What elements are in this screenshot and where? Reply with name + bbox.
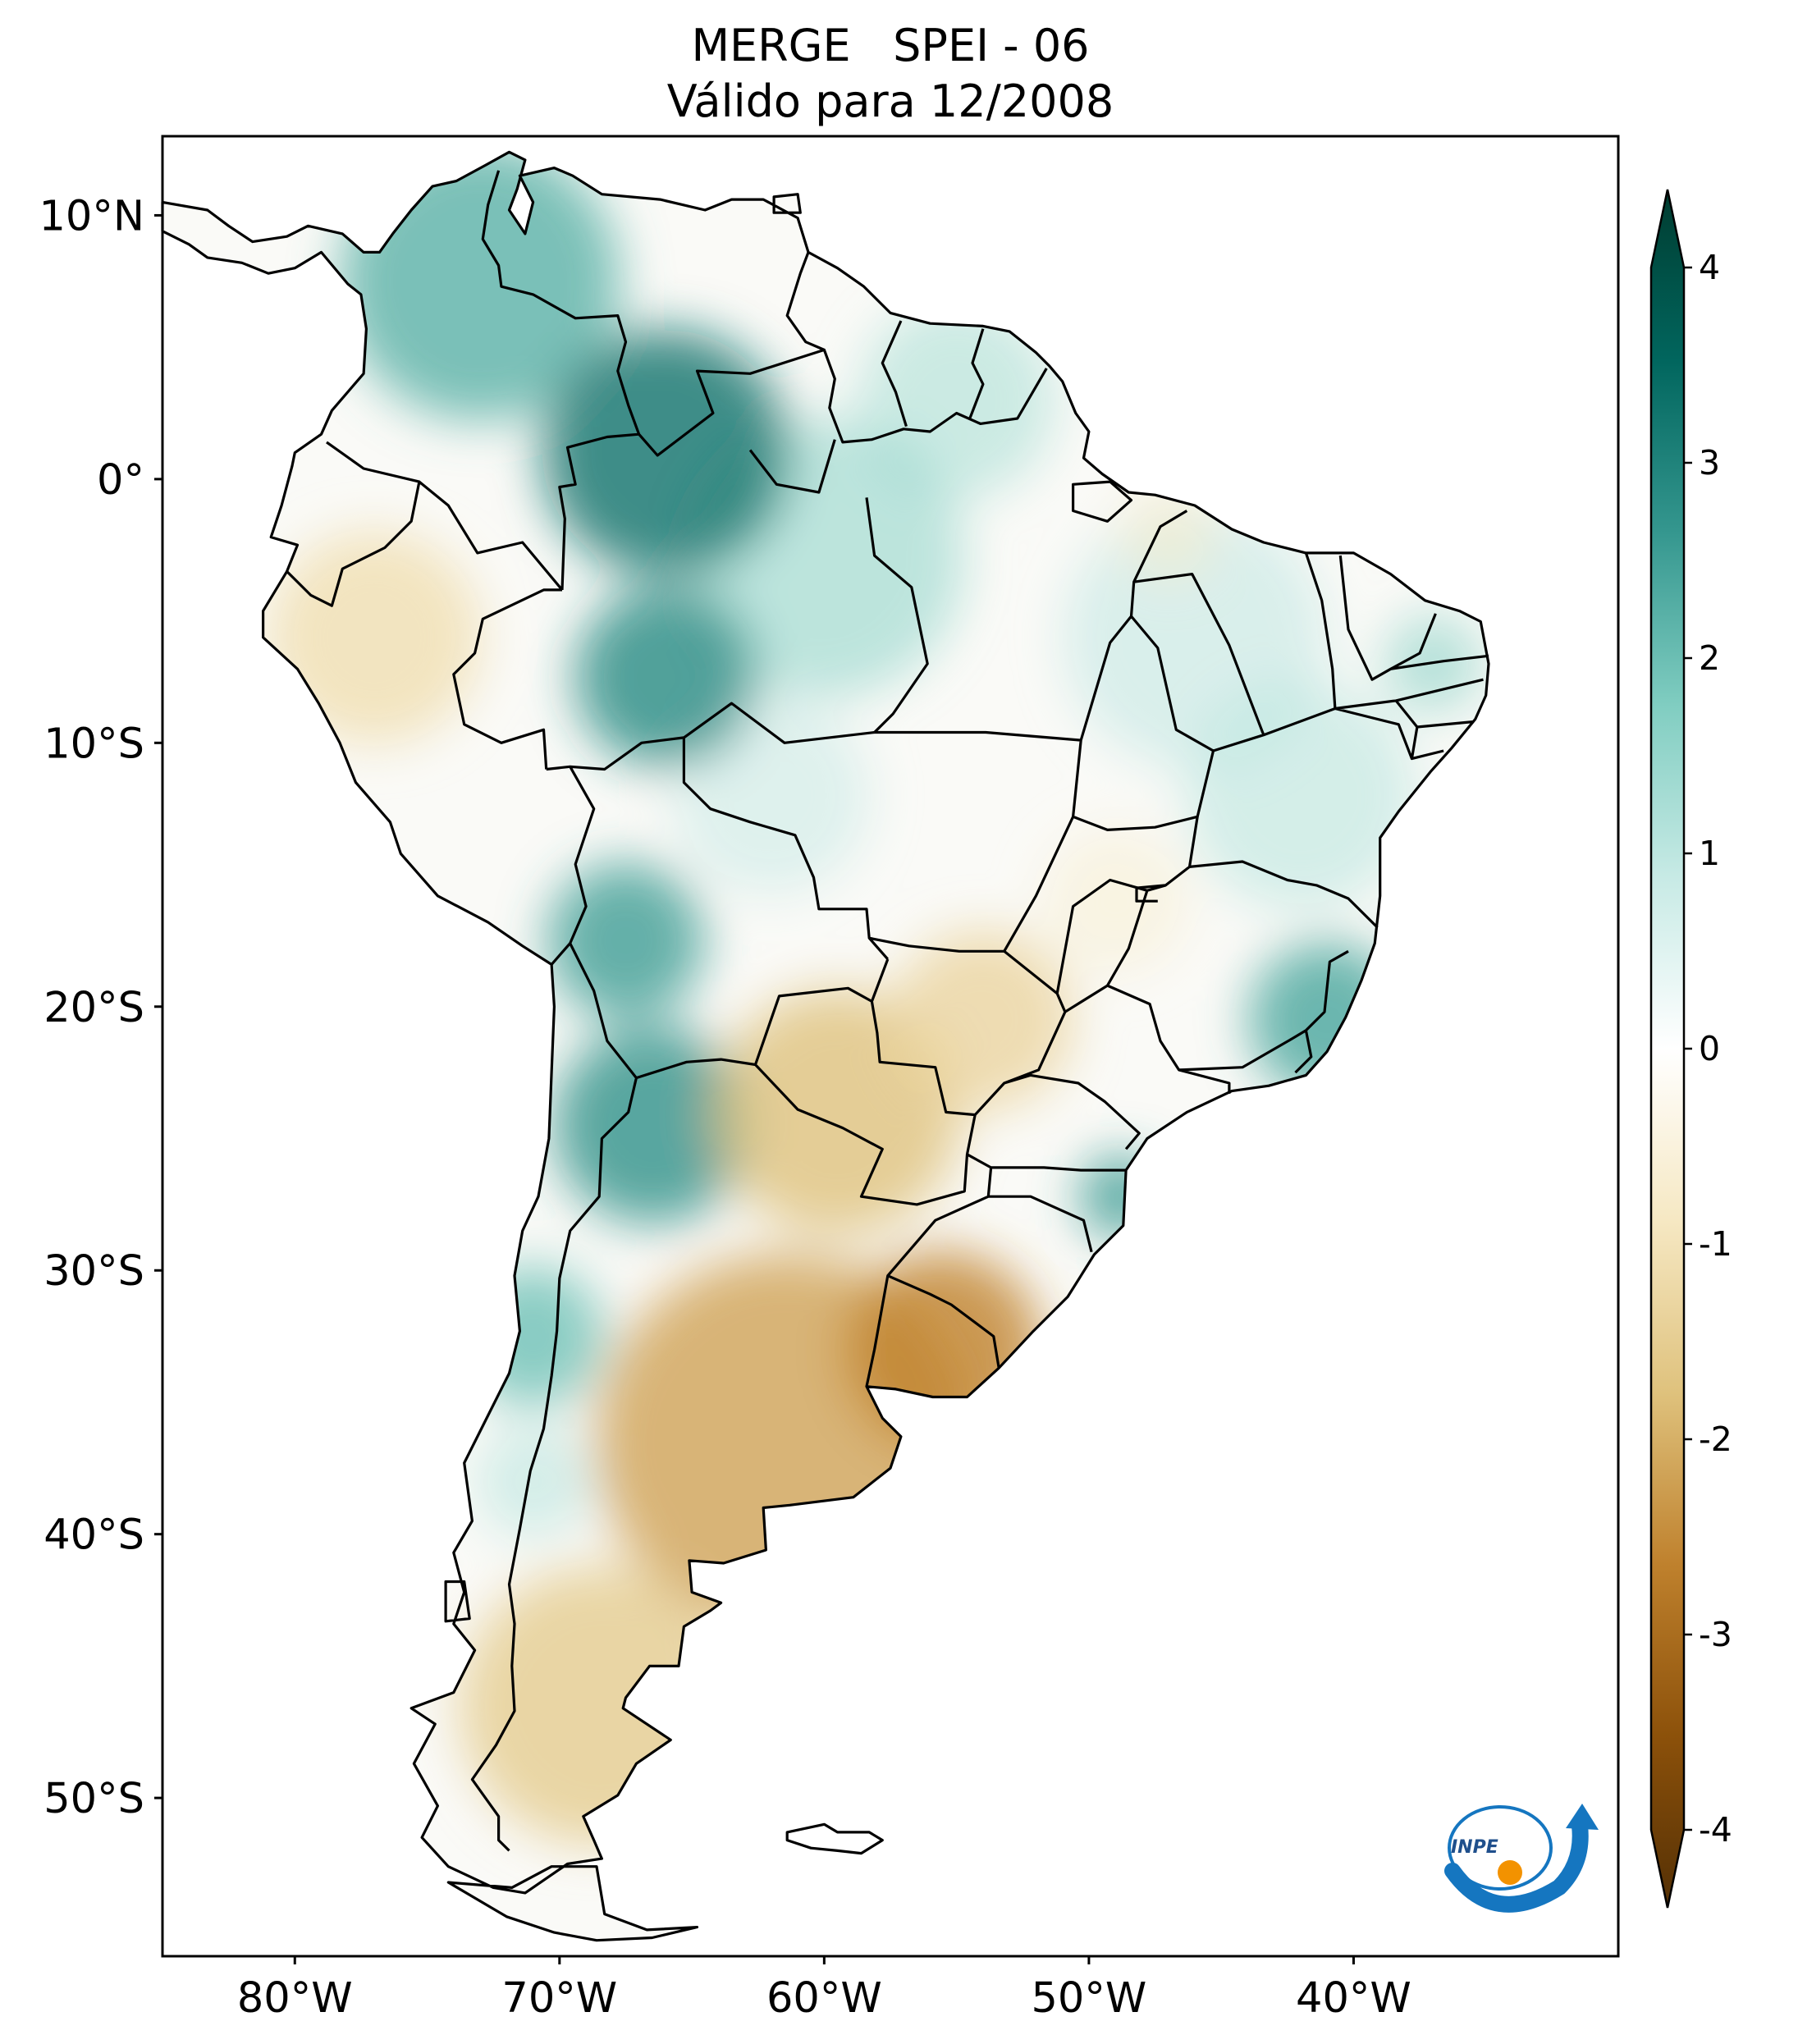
logo-orbit [1448, 1805, 1553, 1891]
colorbar-ticks: 4 3 2 1 0 -1 -2 -3 -4 [1684, 248, 1732, 1850]
spei-anomaly-layer [268, 152, 1483, 1845]
colorbar-tick-label: 3 [1699, 443, 1720, 482]
boundaries [161, 150, 1490, 1942]
lon-tick-label: 40°W [1296, 1974, 1411, 2023]
lon-tick-label: 80°W [237, 1974, 353, 2023]
longitude-axis: 80°W 70°W 60°W 50°W 40°W [237, 1956, 1411, 2023]
map-frame [161, 135, 1620, 1958]
lat-tick-label: 10°N [39, 192, 144, 240]
anomaly-region [553, 1027, 751, 1224]
lat-tick-label: 10°S [43, 720, 144, 768]
country-state-borders [286, 170, 1489, 1852]
lon-tick-label: 50°W [1031, 1974, 1146, 2023]
anomaly-region [547, 862, 704, 1019]
lat-tick-label: 50°S [43, 1775, 144, 1823]
logo-text: INPE [1451, 1837, 1498, 1858]
logo-swoosh [1444, 1818, 1589, 1913]
land-area [162, 152, 1489, 1941]
map-title: MERGE SPEI - 06 Válido para 12/2008 [162, 18, 1618, 130]
anomaly-region [542, 329, 789, 576]
colorbar: 4 3 2 1 0 -1 -2 -3 -4 [1649, 189, 1732, 1909]
colorbar-tick-label: 2 [1699, 638, 1720, 678]
colorbar-tick-label: -2 [1699, 1420, 1732, 1459]
colorbar-tick-label: -4 [1699, 1810, 1732, 1850]
colorbar-tick-label: 1 [1699, 834, 1720, 873]
latitude-axis: 10°N 0° 10°S 20°S 30°S 40°S 50°S [39, 192, 162, 1823]
lat-tick-label: 0° [97, 456, 144, 505]
colorbar-tick-label: 0 [1699, 1029, 1720, 1068]
anomaly-region [268, 530, 482, 744]
lat-tick-label: 40°S [43, 1511, 144, 1560]
lat-tick-label: 20°S [43, 984, 144, 1032]
lon-tick-label: 70°W [501, 1974, 617, 2023]
logo-arrow-icon [1566, 1804, 1599, 1830]
colorbar-tick-label: -3 [1699, 1615, 1732, 1654]
colorbar-body [1649, 189, 1686, 1909]
lon-tick-label: 60°W [766, 1974, 882, 2023]
texture-patch [1119, 482, 1218, 582]
title-line-2: Válido para 12/2008 [666, 75, 1114, 127]
inpe-logo: INPE [1444, 1804, 1599, 1913]
title-line-1: MERGE SPEI - 06 [691, 20, 1090, 71]
anomaly-region [574, 586, 756, 767]
texture-patch [475, 1424, 591, 1539]
colorbar-tick-label: 4 [1699, 248, 1720, 287]
logo-dot [1498, 1860, 1522, 1885]
anomaly-region [892, 929, 1073, 1110]
lat-tick-label: 30°S [43, 1247, 144, 1296]
island-outlines [785, 1822, 884, 1855]
texture-patch [1185, 680, 1416, 911]
texture-patch [1041, 827, 1190, 976]
colorbar-tick-label: -1 [1699, 1224, 1732, 1264]
